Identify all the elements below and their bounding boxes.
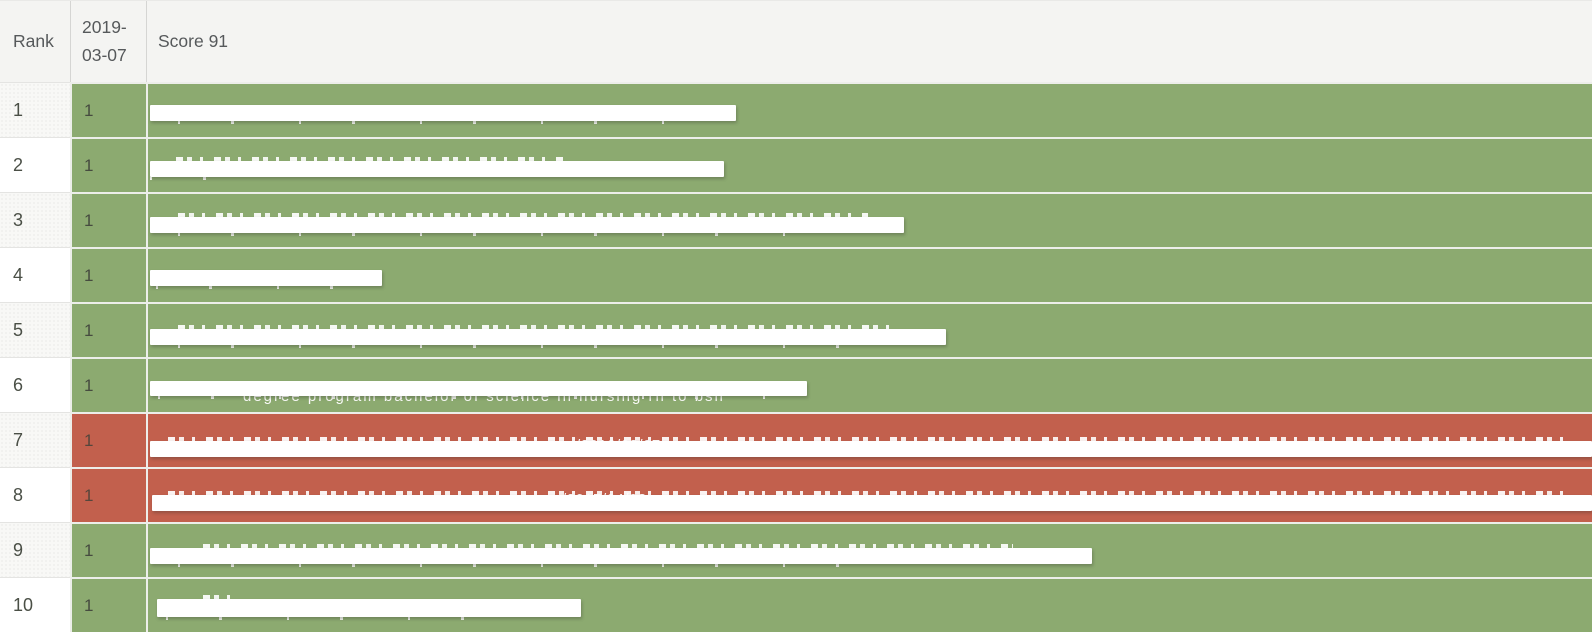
text-tops-fragment xyxy=(178,213,868,217)
keyword-cell xyxy=(146,522,1592,577)
rank-cell: 9 xyxy=(0,522,70,577)
redaction-bar xyxy=(150,217,904,233)
redaction-bar xyxy=(150,441,1592,457)
rank-cell: 6 xyxy=(0,357,70,412)
text-descenders-fragment xyxy=(150,177,210,180)
table-row: 5 1 xyxy=(0,302,1592,357)
text-tops-fragment xyxy=(203,595,233,599)
text-tops-fragment xyxy=(203,544,1013,548)
rank-cell: 1 xyxy=(0,82,70,137)
table-row: 7 1 /2019/03/07 xyxy=(0,412,1592,467)
rank-cell: 3 xyxy=(0,192,70,247)
table-row: 4 1 xyxy=(0,247,1592,302)
table-row: 1 1 xyxy=(0,82,1592,137)
keyword-cell: degree program bachelor of science in nu… xyxy=(146,357,1592,412)
keyword-cell xyxy=(146,82,1592,137)
text-descenders-fragment xyxy=(178,233,818,236)
keyword-cell xyxy=(146,247,1592,302)
rank-cell: 5 xyxy=(0,302,70,357)
redaction-bar xyxy=(157,599,581,617)
text-tops-fragment xyxy=(168,491,1568,495)
text-descenders-fragment xyxy=(156,286,356,289)
date-value-cell: 1 xyxy=(70,577,146,632)
table-body: 1 1 2 1 3 1 xyxy=(0,82,1592,632)
table-header-row: Rank 2019-03-07 Score 91 xyxy=(0,0,1592,82)
text-descenders-fragment xyxy=(178,121,678,124)
table-row: 3 1 xyxy=(0,192,1592,247)
redaction-bar xyxy=(150,381,807,396)
column-header-date: 2019-03-07 xyxy=(70,1,146,82)
redaction-bar xyxy=(150,270,382,286)
date-value-cell: 1 xyxy=(70,82,146,137)
text-descenders-fragment xyxy=(166,617,486,620)
table-row: 9 1 xyxy=(0,522,1592,577)
date-value-cell: 1 xyxy=(70,137,146,192)
table-row: 2 1 xyxy=(0,137,1592,192)
keyword-cell xyxy=(146,192,1592,247)
redaction-bar xyxy=(150,548,1092,564)
table-row: 10 1 xyxy=(0,577,1592,632)
column-header-score: Score 91 xyxy=(146,1,1592,82)
keyword-cell: /2017/04/03 xyxy=(146,467,1592,522)
text-descenders-fragment xyxy=(178,564,898,567)
table-row: 8 1 /2017/04/03 xyxy=(0,467,1592,522)
rank-cell: 2 xyxy=(0,137,70,192)
redaction-bar xyxy=(150,161,724,177)
redaction-bar xyxy=(150,329,946,345)
text-tops-fragment xyxy=(168,437,1568,441)
date-value-cell: 1 xyxy=(70,467,146,522)
redaction-bar xyxy=(150,105,736,121)
date-value-cell: 1 xyxy=(70,192,146,247)
rank-cell: 8 xyxy=(0,467,70,522)
keyword-cell xyxy=(146,577,1592,632)
date-value-cell: 1 xyxy=(70,357,146,412)
text-descenders-fragment xyxy=(158,396,798,399)
keyword-cell xyxy=(146,137,1592,192)
date-value-cell: 1 xyxy=(70,522,146,577)
rank-cell: 10 xyxy=(0,577,70,632)
text-tops-fragment xyxy=(176,157,566,161)
redaction-bar xyxy=(152,495,1592,511)
rank-cell: 4 xyxy=(0,247,70,302)
text-tops-fragment xyxy=(178,325,898,329)
column-header-rank: Rank xyxy=(13,30,54,51)
keyword-cell: /2019/03/07 xyxy=(146,412,1592,467)
keyword-cell xyxy=(146,302,1592,357)
table-row: 6 1 degree program bachelor of science i… xyxy=(0,357,1592,412)
text-descenders-fragment xyxy=(178,345,898,348)
date-value-cell: 1 xyxy=(70,302,146,357)
date-value-cell: 1 xyxy=(70,247,146,302)
date-value-cell: 1 xyxy=(70,412,146,467)
rank-cell: 7 xyxy=(0,412,70,467)
